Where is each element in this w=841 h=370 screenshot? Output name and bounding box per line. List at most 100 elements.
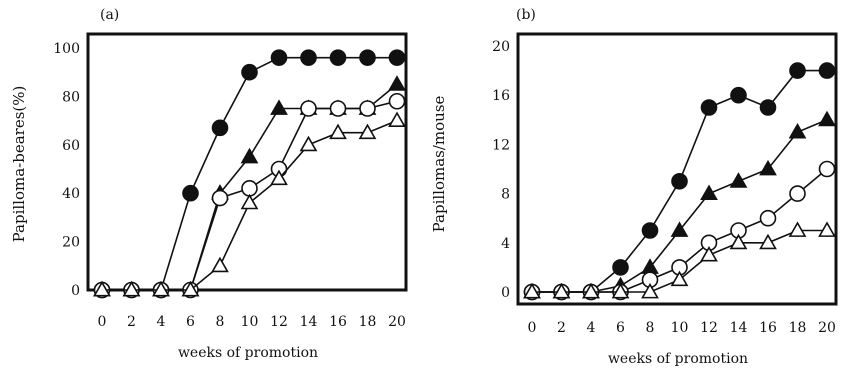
x-tick-label: 16 xyxy=(759,320,777,336)
data-point xyxy=(729,233,748,250)
ticks-a: 0 2 4 6 8 10 12 14 16 18 20 0 20 40 60 80 100 xyxy=(53,41,406,330)
ticks-b: 0 2 4 6 8 10 12 14 16 18 20 0 4 8 12 16 20 xyxy=(492,39,836,336)
data-point xyxy=(670,270,689,287)
data-point xyxy=(300,49,317,66)
data-point xyxy=(388,111,406,128)
x-tick-label: 10 xyxy=(671,320,689,336)
panel-label-b: (b) xyxy=(516,7,536,23)
data-point xyxy=(388,75,406,91)
y-tick-label: 60 xyxy=(62,138,80,154)
data-point xyxy=(329,100,347,117)
data-point xyxy=(788,221,807,237)
panel-label-a: (a) xyxy=(100,7,119,23)
y-tick-label: 40 xyxy=(62,186,80,202)
data-point xyxy=(582,282,600,299)
data-point xyxy=(122,280,141,297)
data-point xyxy=(789,185,806,202)
y-tick-label: 12 xyxy=(492,137,510,153)
x-axis-title-b: weeks of promotion xyxy=(608,351,748,367)
data-point xyxy=(270,169,288,186)
x-tick-label: 20 xyxy=(388,314,406,330)
x-tick-label: 18 xyxy=(359,314,377,330)
panel-b: (b) Papillomas/mouse weeks of promotion … xyxy=(430,7,838,367)
data-point xyxy=(759,209,777,227)
data-point xyxy=(818,221,836,237)
x-tick-label: 20 xyxy=(818,320,836,336)
data-point xyxy=(552,282,571,299)
data-point xyxy=(388,49,406,66)
data-point xyxy=(818,62,836,79)
data-point xyxy=(670,221,689,237)
data-point xyxy=(211,119,229,137)
x-tick-label: 14 xyxy=(300,314,318,330)
data-point xyxy=(612,259,629,276)
data-point xyxy=(358,123,377,140)
data-point xyxy=(818,160,836,178)
data-point xyxy=(700,99,718,116)
data-point xyxy=(759,159,777,176)
x-tick-label: 18 xyxy=(789,320,807,336)
plot-frame-a xyxy=(86,32,408,292)
data-point xyxy=(299,135,318,152)
data-point xyxy=(388,92,406,110)
series-group-b xyxy=(523,62,836,301)
series-filled-circle xyxy=(93,49,406,299)
data-point xyxy=(270,49,288,66)
y-tick-label: 4 xyxy=(501,236,510,252)
data-point xyxy=(788,122,807,139)
data-point xyxy=(759,99,777,116)
series-open-triangle xyxy=(523,221,836,299)
y-tick-label: 0 xyxy=(71,283,80,299)
x-tick-label: 8 xyxy=(216,314,225,330)
data-point xyxy=(729,172,748,188)
x-tick-label: 8 xyxy=(646,320,655,336)
x-tick-label: 2 xyxy=(127,314,136,330)
data-point xyxy=(93,280,111,297)
data-point xyxy=(671,173,688,190)
x-tick-label: 4 xyxy=(587,320,596,336)
data-point xyxy=(241,63,258,81)
series-open-triangle xyxy=(93,111,406,297)
y-tick-label: 8 xyxy=(501,187,510,203)
x-tick-label: 2 xyxy=(557,320,566,336)
x-tick-label: 14 xyxy=(730,320,748,336)
y-axis-title-b: Papillomas/mouse xyxy=(430,95,448,232)
x-tick-label: 6 xyxy=(186,314,195,330)
y-axis-title-a: Papilloma-beares(%) xyxy=(10,86,28,243)
data-point xyxy=(700,184,718,201)
data-point xyxy=(241,180,258,197)
data-point xyxy=(329,123,347,140)
data-point xyxy=(359,49,376,66)
data-point xyxy=(181,280,200,297)
y-tick-label: 100 xyxy=(53,41,80,57)
data-point xyxy=(270,99,288,115)
y-tick-label: 16 xyxy=(492,88,510,104)
data-point xyxy=(611,282,630,299)
data-point xyxy=(641,222,659,239)
data-point xyxy=(523,282,541,299)
data-point xyxy=(641,282,659,299)
data-point xyxy=(182,184,199,202)
data-point xyxy=(730,86,747,104)
y-tick-label: 80 xyxy=(62,89,80,105)
x-tick-label: 12 xyxy=(270,314,288,330)
data-point xyxy=(700,245,718,262)
series-group-a xyxy=(93,49,406,299)
series-line xyxy=(102,56,397,291)
data-point xyxy=(818,110,836,127)
data-point xyxy=(359,100,376,117)
y-tick-label: 20 xyxy=(492,39,510,55)
x-axis-title-a: weeks of promotion xyxy=(178,345,318,361)
x-tick-label: 12 xyxy=(700,320,718,336)
y-tick-label: 0 xyxy=(501,285,510,301)
data-point xyxy=(211,256,229,273)
data-point xyxy=(759,233,777,250)
data-point xyxy=(152,280,170,297)
x-tick-label: 10 xyxy=(241,314,259,330)
x-tick-label: 6 xyxy=(616,320,625,336)
data-point xyxy=(329,49,347,66)
x-tick-label: 0 xyxy=(528,320,537,336)
y-tick-label: 20 xyxy=(62,235,80,251)
data-point xyxy=(240,193,259,210)
